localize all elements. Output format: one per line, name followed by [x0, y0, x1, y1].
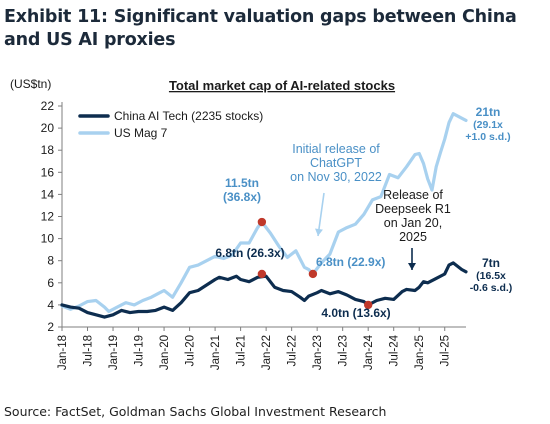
- annotation-chatgpt-line: ChatGPT: [310, 156, 362, 170]
- y-tick-label: 18: [41, 143, 55, 157]
- highlight-marker: [257, 269, 267, 279]
- x-tick-label: Jan-22: [261, 335, 273, 370]
- deepseek-arrow-head: [408, 263, 416, 270]
- y-tick-label: 10: [41, 232, 55, 246]
- annotation-china-latest-line: 7tn: [482, 256, 500, 270]
- annotation-us-latest-line: 21tn: [476, 105, 501, 119]
- legend-label: US Mag 7: [114, 126, 168, 140]
- annotation-us-peak-line: (36.8x): [223, 190, 261, 204]
- y-tick-label: 14: [41, 187, 55, 201]
- x-tick-label: Jul-18: [83, 335, 95, 366]
- y-tick-label: 2: [47, 320, 54, 334]
- x-tick-label: Jan-19: [108, 335, 120, 370]
- x-tick-label: Jul-24: [389, 334, 401, 366]
- chart-title: Total market cap of AI-related stocks: [169, 78, 395, 93]
- annotation-us-latest-line: +1.0 s.d.): [465, 131, 510, 143]
- y-tick-label: 12: [41, 210, 55, 224]
- annotation-china-trough-line: 4.0tn (13.6x): [321, 306, 390, 320]
- y-axis-label: (US$tn): [10, 77, 51, 91]
- chart-container: Total market cap of AI-related stocks (US…: [0, 70, 550, 400]
- y-tick-label: 4: [47, 298, 54, 312]
- exhibit-title: Exhibit 11: Significant valuation gaps b…: [4, 7, 517, 50]
- highlight-marker: [257, 217, 267, 227]
- highlight-marker: [308, 269, 318, 279]
- annotation-us-trough-line: 6.8tn (22.9x): [316, 255, 385, 269]
- x-tick-label: Jul-25: [440, 335, 452, 366]
- y-tick-label: 16: [41, 165, 55, 179]
- chatgpt-arrow-head: [315, 228, 323, 236]
- series-line-china-ai-tech: [60, 261, 468, 319]
- x-tick-label: Jan-24: [363, 334, 375, 370]
- annotation-deepseek-line: Deepseek R1: [375, 202, 451, 216]
- annotation-china-latest-line: (16.5x: [476, 270, 506, 282]
- annotation-china-latest-line: -0.6 s.d.): [470, 282, 513, 294]
- x-tick-label: Jan-25: [414, 335, 426, 370]
- annotation-deepseek-line: on Jan 20,: [384, 216, 442, 230]
- chatgpt-arrow: [317, 192, 325, 237]
- x-tick-label: Jul-22: [287, 335, 299, 366]
- annotation-deepseek-line: Release of: [383, 188, 443, 202]
- x-tick-label: Jul-19: [134, 335, 146, 366]
- legend-label: China AI Tech (2235 stocks): [114, 109, 263, 123]
- annotation-china-peak-line: 6.8tn (26.3x): [215, 246, 284, 260]
- x-tick-label: Jul-20: [185, 335, 197, 366]
- annotation-deepseek-line: 2025: [399, 230, 427, 244]
- x-tick-label: Jul-21: [236, 335, 248, 366]
- x-tick-label: Jan-21: [210, 335, 222, 370]
- source-note: Source: FactSet, Goldman Sachs Global In…: [4, 404, 387, 419]
- y-tick-label: 20: [41, 121, 55, 135]
- y-tick-label: 8: [47, 254, 54, 268]
- y-tick-label: 6: [47, 276, 54, 290]
- x-tick-label: Jul-23: [338, 335, 350, 366]
- series-line-us-mag-7: [60, 112, 468, 314]
- annotation-us-peak-line: 11.5tn: [225, 176, 259, 190]
- highlight-marker: [363, 300, 373, 310]
- annotation-chatgpt-line: on Nov 30, 2022: [290, 170, 382, 184]
- line-chart: Total market cap of AI-related stocks (US…: [10, 77, 513, 370]
- x-tick-label: Jan-23: [312, 335, 324, 370]
- annotation-us-latest-line: (29.1x: [473, 119, 503, 131]
- y-tick-label: 22: [41, 99, 55, 113]
- x-tick-label: Jan-20: [159, 335, 171, 370]
- annotation-chatgpt-line: Initial release of: [292, 142, 380, 156]
- x-tick-label: Jan-18: [57, 335, 69, 370]
